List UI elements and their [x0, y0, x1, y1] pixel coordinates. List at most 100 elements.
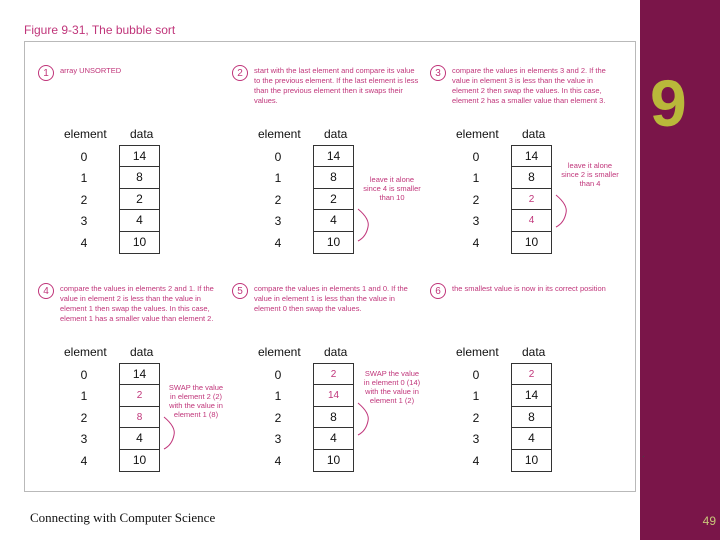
- array-cell: 4: [314, 428, 353, 450]
- element-index: 2: [274, 410, 282, 425]
- array-cell: 14: [512, 146, 551, 168]
- element-column-header: element: [64, 127, 107, 141]
- element-index: 4: [472, 235, 480, 250]
- array-cell: 8: [512, 167, 551, 189]
- step-panel-4: 4 compare the values in elements 2 and 1.…: [38, 283, 228, 495]
- array-box: 2 14 8 4 10: [313, 363, 354, 472]
- array-cell: 8: [120, 167, 159, 189]
- array-cell: 4: [120, 428, 159, 450]
- array-cell: 14: [120, 146, 159, 168]
- array-cell: 14: [314, 146, 353, 168]
- element-index: 2: [274, 192, 282, 207]
- step-description: compare the values in elements 3 and 2. …: [452, 66, 606, 105]
- array-cell: 2: [512, 364, 551, 386]
- element-column-header: element: [456, 345, 499, 359]
- array-box: 14 8 2 4 10: [119, 145, 160, 254]
- array-cell: 4: [314, 210, 353, 232]
- annotation-connector: [357, 402, 369, 436]
- array-cell: 2: [120, 385, 159, 407]
- element-column-header: element: [64, 345, 107, 359]
- step-panel-6: 6 the smallest value is now in its correc…: [430, 283, 620, 495]
- element-column-header: element: [456, 127, 499, 141]
- array-cell: 14: [314, 385, 353, 407]
- step-panel-2: 2 start with the last element and compare…: [232, 65, 422, 277]
- element-index: 2: [80, 192, 88, 207]
- step-description: the smallest value is now in its correct…: [452, 284, 606, 293]
- array-box: 14 8 2 4 10: [511, 145, 552, 254]
- array-cell: 8: [314, 407, 353, 429]
- step-annotation: SWAP the value in element 2 (2) with the…: [168, 383, 224, 419]
- step-number-badge: 3: [430, 65, 446, 81]
- element-index: 3: [472, 432, 480, 447]
- figure-frame: [24, 41, 636, 492]
- array-cell: 2: [120, 189, 159, 211]
- step-panel-3: 3 compare the values in elements 3 and 2.…: [430, 65, 620, 277]
- step-description: array UNSORTED: [60, 66, 122, 75]
- element-index: 1: [274, 171, 282, 186]
- element-index: 4: [274, 453, 282, 468]
- step-description: start with the last element and compare …: [254, 66, 419, 105]
- side-bar: [640, 0, 720, 540]
- step-number-badge: 4: [38, 283, 54, 299]
- data-column-header: data: [522, 345, 546, 359]
- array-cell: 14: [512, 385, 551, 407]
- array-cell: 8: [314, 167, 353, 189]
- footer-text: Connecting with Computer Science: [30, 510, 216, 525]
- step-annotation: leave it alone since 2 is smaller than 4: [561, 161, 619, 188]
- array-cell: 8: [512, 407, 551, 429]
- array-cell: 4: [512, 210, 551, 232]
- array-cell: 4: [120, 210, 159, 232]
- array-cell: 8: [120, 407, 159, 429]
- step-panel-5: 5 compare the values in elements 1 and 0.…: [232, 283, 422, 495]
- page-number: 49: [702, 514, 716, 528]
- step-annotation: leave it alone since 4 is smaller than 1…: [363, 175, 421, 202]
- element-index: 2: [472, 410, 480, 425]
- array-cell: 10: [524, 234, 539, 249]
- element-index: 2: [472, 192, 480, 207]
- data-column-header: data: [130, 127, 154, 141]
- data-column-header: data: [324, 345, 348, 359]
- array-box: 14 8 2 4 10: [313, 145, 354, 254]
- data-column-header: data: [522, 127, 546, 141]
- annotation-connector: [357, 208, 369, 242]
- element-index: 1: [472, 171, 480, 186]
- element-index: 1: [80, 171, 88, 186]
- array-cell: 2: [314, 189, 353, 211]
- element-index: 0: [80, 368, 88, 382]
- data-column-header: data: [324, 127, 348, 141]
- step-panel-1: 1 array UNSORTED element data 0 1 2 3 4 14 8 2 4 10: [38, 65, 228, 277]
- array-cell: 4: [512, 428, 551, 450]
- element-index: 1: [472, 389, 480, 404]
- element-index: 4: [472, 453, 480, 468]
- element-index: 0: [274, 368, 282, 382]
- element-index: 4: [80, 453, 88, 468]
- stray-dot: .: [642, 449, 645, 460]
- element-index: 3: [274, 214, 282, 229]
- array-cell: 2: [314, 364, 353, 386]
- element-index: 3: [472, 214, 480, 229]
- array-cell: 14: [120, 364, 159, 386]
- step-number-badge: 6: [430, 283, 446, 299]
- figure-title: Figure 9-31, The bubble sort: [24, 23, 176, 37]
- element-index: 1: [80, 389, 88, 404]
- element-index: 3: [274, 432, 282, 447]
- array-cell: 10: [326, 234, 341, 249]
- element-index: 1: [274, 389, 282, 404]
- element-index: 0: [472, 150, 480, 164]
- element-index: 3: [80, 214, 88, 229]
- element-index: 4: [274, 235, 282, 250]
- data-column-header: data: [130, 345, 154, 359]
- array-cell: 10: [132, 452, 147, 467]
- step-description: compare the values in elements 2 and 1. …: [60, 284, 214, 323]
- chapter-number: 9: [650, 66, 687, 140]
- element-index: 3: [80, 432, 88, 447]
- array-box: 14 2 8 4 10: [119, 363, 160, 472]
- array-box: 2 14 8 4 10: [511, 363, 552, 472]
- step-description: compare the values in elements 1 and 0. …: [254, 284, 408, 313]
- step-number-badge: 5: [232, 283, 248, 299]
- element-column-header: element: [258, 127, 301, 141]
- element-index: 0: [274, 150, 282, 164]
- array-cell: 10: [326, 452, 341, 467]
- element-index: 2: [80, 410, 88, 425]
- array-cell: 10: [524, 452, 539, 467]
